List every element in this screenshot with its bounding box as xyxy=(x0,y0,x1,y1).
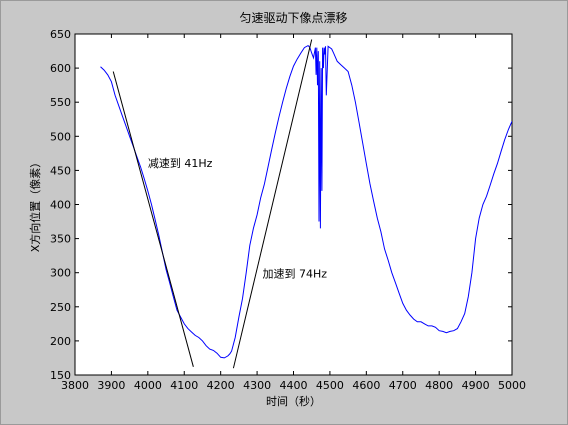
x-tick-label: 4500 xyxy=(316,379,344,392)
annotation-1: 加速到 74Hz xyxy=(263,267,328,280)
y-tick-label: 550 xyxy=(50,96,71,109)
x-tick-label: 5000 xyxy=(498,379,526,392)
x-tick-label: 4400 xyxy=(280,379,308,392)
x-tick-label: 4700 xyxy=(389,379,417,392)
y-tick-label: 200 xyxy=(50,335,71,348)
axis-ticks: 3800 3900 4000 4100 4200 4300 4400 4500 4600 4700… xyxy=(50,28,526,392)
y-tick-label: 250 xyxy=(50,301,71,314)
x-tick-label: 3900 xyxy=(97,379,125,392)
x-tick-label: 4800 xyxy=(425,379,453,392)
annotation-0: 减速到 41Hz xyxy=(148,157,213,170)
y-tick-label: 300 xyxy=(50,267,71,280)
y-tick-label: 650 xyxy=(50,28,71,41)
y-tick-label: 150 xyxy=(50,369,71,382)
chart-annotations: 减速到 41Hz 加速到 74Hz xyxy=(148,157,327,280)
x-tick-label: 4300 xyxy=(243,379,271,392)
x-tick-label: 3800 xyxy=(61,379,89,392)
y-tick-label: 600 xyxy=(50,62,71,75)
y-axis-label: X方向位置（像素） xyxy=(28,157,42,253)
trend-line-0 xyxy=(112,71,194,367)
x-tick-label: 4600 xyxy=(352,379,380,392)
y-tick-label: 450 xyxy=(50,164,71,177)
x-tick-label: 4900 xyxy=(462,379,490,392)
plot-area xyxy=(74,33,513,376)
trend-line-1 xyxy=(232,39,313,369)
chart-title: 匀速驱动下像点漂移 xyxy=(239,11,347,25)
x-tick-label: 4200 xyxy=(207,379,235,392)
y-tick-label: 500 xyxy=(50,130,71,143)
x-tick-label: 4000 xyxy=(134,379,162,392)
x-tick-label: 4100 xyxy=(170,379,198,392)
x-axis-label: 时间（秒） xyxy=(266,394,321,408)
y-tick-label: 400 xyxy=(50,199,71,212)
y-tick-label: 350 xyxy=(50,233,71,246)
chart-marks xyxy=(100,39,512,369)
